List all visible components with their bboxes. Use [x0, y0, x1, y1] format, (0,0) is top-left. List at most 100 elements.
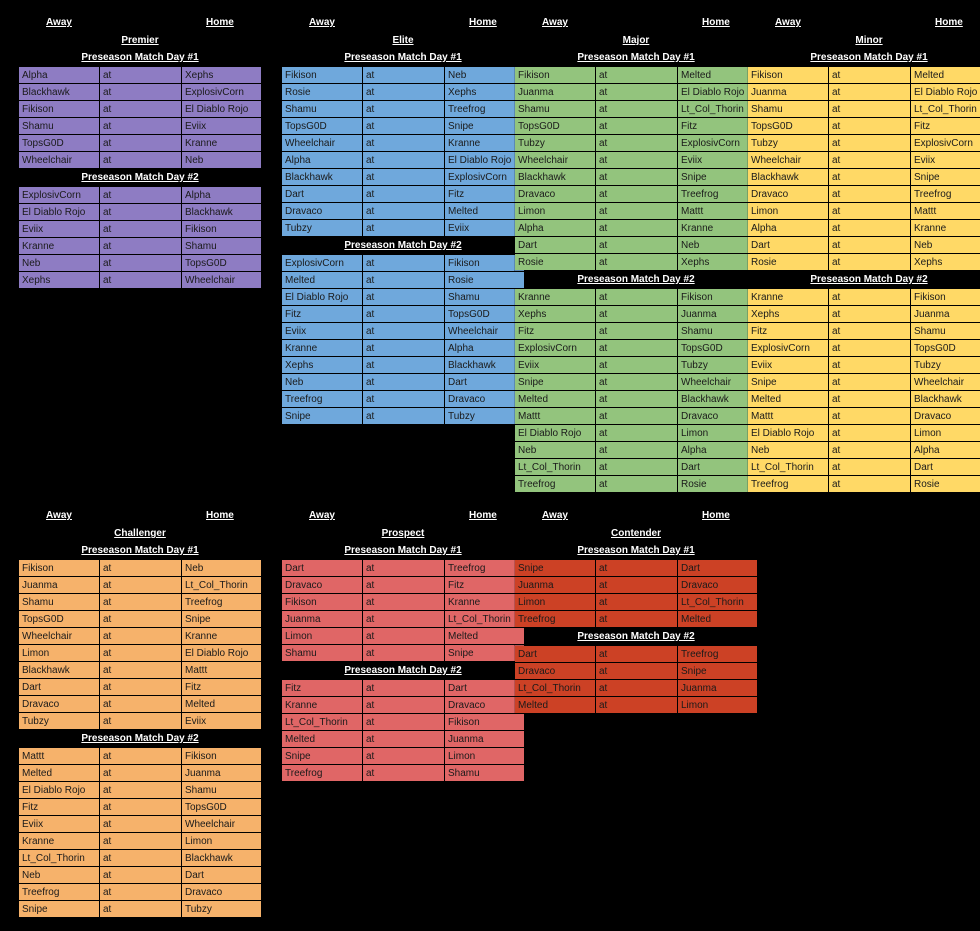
- away-team[interactable]: Neb: [18, 254, 100, 272]
- away-team[interactable]: Limon: [18, 644, 100, 662]
- away-team[interactable]: Xephs: [281, 356, 363, 374]
- at-label[interactable]: at: [362, 100, 445, 118]
- home-team[interactable]: Treefrog: [677, 645, 758, 663]
- away-team[interactable]: Juanma: [747, 83, 829, 101]
- at-label[interactable]: at: [362, 407, 445, 425]
- away-team[interactable]: Fikison: [18, 559, 100, 577]
- away-team[interactable]: Dart: [747, 236, 829, 254]
- home-team[interactable]: Melted: [910, 66, 980, 84]
- away-team[interactable]: Shamu: [747, 100, 829, 118]
- at-label[interactable]: at: [99, 815, 182, 833]
- away-team[interactable]: Blackhawk: [514, 168, 596, 186]
- home-team[interactable]: Snipe: [677, 662, 758, 680]
- home-team[interactable]: Limon: [677, 696, 758, 714]
- home-team[interactable]: Blackhawk: [181, 203, 262, 221]
- away-team[interactable]: Limon: [281, 627, 363, 645]
- at-label[interactable]: at: [828, 117, 911, 135]
- away-team[interactable]: Kranne: [18, 832, 100, 850]
- away-team[interactable]: Treefrog: [747, 475, 829, 493]
- at-label[interactable]: at: [595, 117, 678, 135]
- at-label[interactable]: at: [99, 866, 182, 884]
- at-label[interactable]: at: [595, 475, 678, 493]
- home-team[interactable]: Xephs: [677, 253, 758, 271]
- away-team[interactable]: Mattt: [18, 747, 100, 765]
- away-team[interactable]: Wheelchair: [514, 151, 596, 169]
- home-team[interactable]: Kranne: [181, 627, 262, 645]
- at-label[interactable]: at: [595, 424, 678, 442]
- at-label[interactable]: at: [595, 441, 678, 459]
- away-team[interactable]: Dravaco: [281, 576, 363, 594]
- at-label[interactable]: at: [595, 593, 678, 611]
- away-team[interactable]: Blackhawk: [281, 168, 363, 186]
- away-team[interactable]: Wheelchair: [18, 151, 100, 169]
- at-label[interactable]: at: [362, 627, 445, 645]
- home-team[interactable]: Melted: [444, 627, 525, 645]
- away-team[interactable]: Dart: [514, 236, 596, 254]
- away-team[interactable]: Shamu: [514, 100, 596, 118]
- away-team[interactable]: Snipe: [281, 407, 363, 425]
- home-team[interactable]: Xephs: [910, 253, 980, 271]
- home-team[interactable]: Dart: [181, 866, 262, 884]
- home-team[interactable]: ExplosivCorn: [910, 134, 980, 152]
- home-team[interactable]: Wheelchair: [444, 322, 525, 340]
- at-label[interactable]: at: [595, 236, 678, 254]
- at-label[interactable]: at: [828, 356, 911, 374]
- away-team[interactable]: Rosie: [747, 253, 829, 271]
- home-team[interactable]: Fitz: [444, 185, 525, 203]
- away-team[interactable]: Treefrog: [514, 475, 596, 493]
- away-team[interactable]: Fitz: [18, 798, 100, 816]
- at-label[interactable]: at: [362, 713, 445, 731]
- home-team[interactable]: Alpha: [910, 441, 980, 459]
- away-team[interactable]: Limon: [514, 202, 596, 220]
- home-team[interactable]: Neb: [910, 236, 980, 254]
- at-label[interactable]: at: [362, 373, 445, 391]
- at-label[interactable]: at: [99, 661, 182, 679]
- at-label[interactable]: at: [828, 407, 911, 425]
- home-team[interactable]: Rosie: [444, 271, 525, 289]
- away-team[interactable]: Dart: [18, 678, 100, 696]
- at-label[interactable]: at: [99, 678, 182, 696]
- at-label[interactable]: at: [828, 390, 911, 408]
- at-label[interactable]: at: [99, 798, 182, 816]
- at-label[interactable]: at: [362, 730, 445, 748]
- at-label[interactable]: at: [99, 593, 182, 611]
- away-team[interactable]: Fitz: [747, 322, 829, 340]
- home-team[interactable]: Rosie: [677, 475, 758, 493]
- away-team[interactable]: Eviix: [18, 220, 100, 238]
- home-team[interactable]: Kranne: [910, 219, 980, 237]
- away-team[interactable]: Xephs: [514, 305, 596, 323]
- home-team[interactable]: Dart: [444, 373, 525, 391]
- away-team[interactable]: Kranne: [747, 288, 829, 306]
- home-team[interactable]: Xephs: [181, 66, 262, 84]
- home-team[interactable]: Neb: [181, 151, 262, 169]
- at-label[interactable]: at: [362, 66, 445, 84]
- home-team[interactable]: Shamu: [181, 237, 262, 255]
- home-team[interactable]: Alpha: [677, 441, 758, 459]
- at-label[interactable]: at: [99, 83, 182, 101]
- at-label[interactable]: at: [828, 134, 911, 152]
- at-label[interactable]: at: [595, 696, 678, 714]
- at-label[interactable]: at: [362, 219, 445, 237]
- away-team[interactable]: TopsG0D: [18, 134, 100, 152]
- home-team[interactable]: Shamu: [677, 322, 758, 340]
- away-team[interactable]: Melted: [514, 390, 596, 408]
- away-team[interactable]: Alpha: [747, 219, 829, 237]
- at-label[interactable]: at: [362, 134, 445, 152]
- home-team[interactable]: TopsG0D: [181, 798, 262, 816]
- away-team[interactable]: ExplosivCorn: [514, 339, 596, 357]
- at-label[interactable]: at: [362, 679, 445, 697]
- away-team[interactable]: Eviix: [514, 356, 596, 374]
- away-team[interactable]: TopsG0D: [514, 117, 596, 135]
- away-team[interactable]: Shamu: [18, 593, 100, 611]
- home-team[interactable]: Snipe: [444, 117, 525, 135]
- away-team[interactable]: Fikison: [18, 100, 100, 118]
- at-label[interactable]: at: [362, 356, 445, 374]
- at-label[interactable]: at: [828, 151, 911, 169]
- home-team[interactable]: Eviix: [181, 117, 262, 135]
- home-team[interactable]: Fikison: [181, 220, 262, 238]
- away-team[interactable]: Dravaco: [281, 202, 363, 220]
- at-label[interactable]: at: [99, 883, 182, 901]
- away-team[interactable]: Dravaco: [514, 185, 596, 203]
- home-team[interactable]: Lt_Col_Thorin: [677, 100, 758, 118]
- away-team[interactable]: Tubzy: [747, 134, 829, 152]
